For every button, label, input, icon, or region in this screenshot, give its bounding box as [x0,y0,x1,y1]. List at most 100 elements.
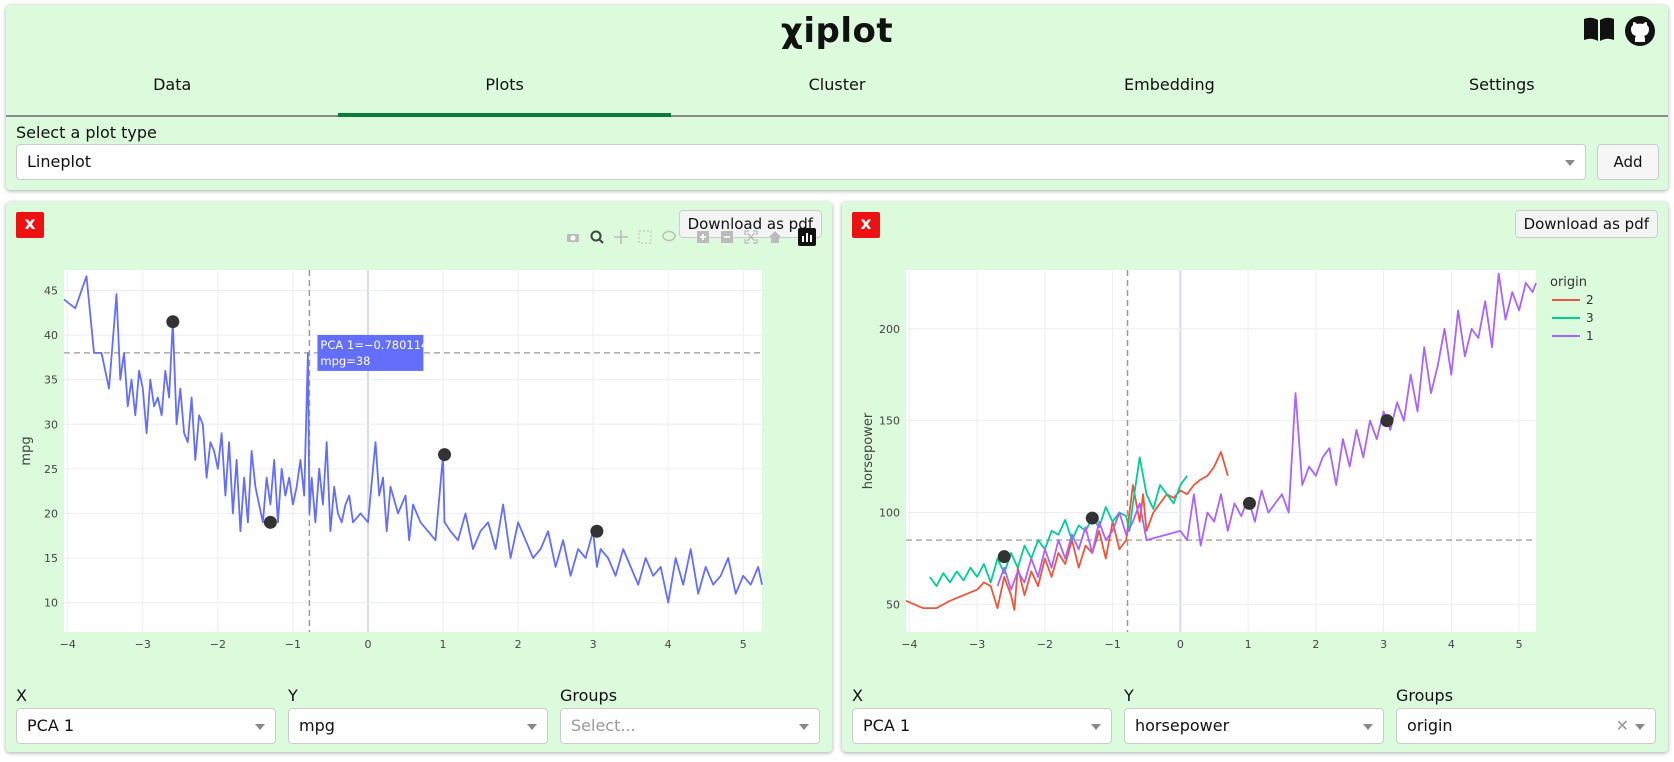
add-plot-button[interactable]: Add [1597,144,1659,180]
app-title: χiplot [780,11,894,51]
y-axis-label: Y [1124,686,1134,705]
x-tick-label: 4 [665,638,672,650]
tab-plots[interactable]: Plots [338,61,672,117]
groups-select[interactable]: Select... [560,708,820,744]
chevron-down-icon [1635,724,1645,730]
selected-point-marker [263,515,277,529]
selected-point-marker [1242,496,1256,510]
plot-panel-mpg: x Download as pdf −4 −3 −2 −1 0 1 2 3 4 5 10 15 20 25… [6,202,832,752]
tab-cluster[interactable]: Cluster [808,75,866,94]
x-tick-label: −4 [60,638,76,650]
plot-type-value: Lineplot [27,152,92,171]
x-tick-label: 0 [1177,638,1184,650]
x-tick-label: −3 [969,638,985,650]
tab-data[interactable]: Data [153,75,192,94]
y-axis-value: mpg [299,716,335,735]
y-axis-title: mpg [19,436,34,465]
zoom-out-icon[interactable] [718,228,736,246]
x-axis-label: X [16,686,27,705]
x-tick-label: 1 [1245,638,1252,650]
selected-point-marker [166,315,180,329]
plotly-logo-icon[interactable] [798,228,816,246]
y-axis-title: horsepower [861,412,876,489]
x-tick-label: 5 [1516,638,1523,650]
x-tick-label: 2 [1312,638,1319,650]
y-axis-select[interactable]: horsepower [1124,708,1384,744]
chevron-down-icon [1565,160,1575,166]
groups-label: Groups [1396,686,1454,705]
chevron-down-icon [1363,724,1373,730]
x-axis-value: PCA 1 [863,716,911,735]
y-axis-label: Y [288,686,298,705]
x-axis-select[interactable]: PCA 1 [16,708,276,744]
close-plot-button[interactable]: x [852,212,880,238]
chevron-down-icon [799,724,809,730]
y-tick-label: 10 [44,597,58,610]
selected-point-marker [997,550,1011,564]
close-plot-button[interactable]: x [16,212,44,238]
tooltip-line-1: PCA 1=−0.780114 [320,338,428,352]
hover-tooltip [317,334,424,371]
book-icon[interactable] [1582,15,1616,47]
autoscale-icon[interactable] [742,228,760,246]
x-tick-label: 5 [740,638,747,650]
tooltip-line-2: mpg=38 [320,354,370,368]
chevron-down-icon [1091,724,1101,730]
tab-embedding[interactable]: Embedding [1124,75,1215,94]
main-tabs: Data Plots Cluster Embedding Settings [6,61,1668,117]
plot-panel-horsepower: x Download as pdf −4 −3 −2 −1 0 1 2 3 4 5 50 100 150… [842,202,1668,752]
header-panel: χiplot Data Plots Cluster Embedding Sett… [6,5,1668,190]
zoom-in-icon[interactable] [694,228,712,246]
x-tick-label: −3 [135,638,151,650]
box-select-icon[interactable] [636,228,654,246]
x-tick-label: −1 [285,638,301,650]
camera-icon[interactable] [564,228,582,246]
series-line [63,275,763,604]
tab-settings[interactable]: Settings [1469,75,1535,94]
y-tick-label: 150 [879,415,900,428]
legend-item: 3 [1586,311,1594,325]
x-tick-label: 3 [1380,638,1387,650]
github-icon[interactable] [1624,15,1656,47]
lineplot-mpg-chart[interactable]: −4−3−2−10123451015202530354045PCA 1mpgPC… [6,240,832,650]
lasso-icon[interactable] [660,228,678,246]
clear-icon[interactable]: ✕ [1615,716,1629,735]
lineplot-horsepower-chart[interactable]: −4−3−2−101234550100150200PCA 1horsepower… [842,240,1668,650]
chevron-down-icon [255,724,265,730]
y-tick-label: 50 [886,598,900,611]
series-line-3 [928,456,1188,587]
y-tick-label: 30 [44,418,58,431]
home-icon[interactable] [766,228,784,246]
x-tick-label: −4 [901,638,917,650]
plotly-modebar [564,228,816,246]
y-tick-label: 15 [44,552,58,565]
y-tick-label: 45 [44,285,58,298]
groups-select[interactable]: origin ✕ [1396,708,1656,744]
y-tick-label: 200 [879,323,900,336]
x-tick-label: 4 [1448,638,1455,650]
x-tick-label: 0 [364,638,371,650]
series-line-1 [996,272,1537,591]
pan-icon[interactable] [612,228,630,246]
groups-placeholder: Select... [571,716,636,735]
chevron-down-icon [527,724,537,730]
plot-type-select[interactable]: Lineplot [16,144,1586,180]
x-tick-label: 1 [440,638,447,650]
zoom-icon[interactable] [588,228,606,246]
selected-point-marker [438,448,452,462]
selected-point-marker [1085,511,1099,525]
header-icons [1582,15,1656,47]
x-tick-label: −2 [1037,638,1053,650]
x-tick-label: −2 [210,638,226,650]
x-axis-value: PCA 1 [27,716,75,735]
groups-label: Groups [560,686,618,705]
legend-item: 2 [1586,293,1594,307]
x-axis-label: X [852,686,863,705]
groups-value: origin [1407,716,1453,735]
y-tick-label: 100 [879,507,900,520]
y-tick-label: 40 [44,329,58,342]
y-axis-select[interactable]: mpg [288,708,548,744]
download-pdf-button[interactable]: Download as pdf [1514,210,1658,238]
x-tick-label: 3 [590,638,597,650]
x-axis-select[interactable]: PCA 1 [852,708,1112,744]
